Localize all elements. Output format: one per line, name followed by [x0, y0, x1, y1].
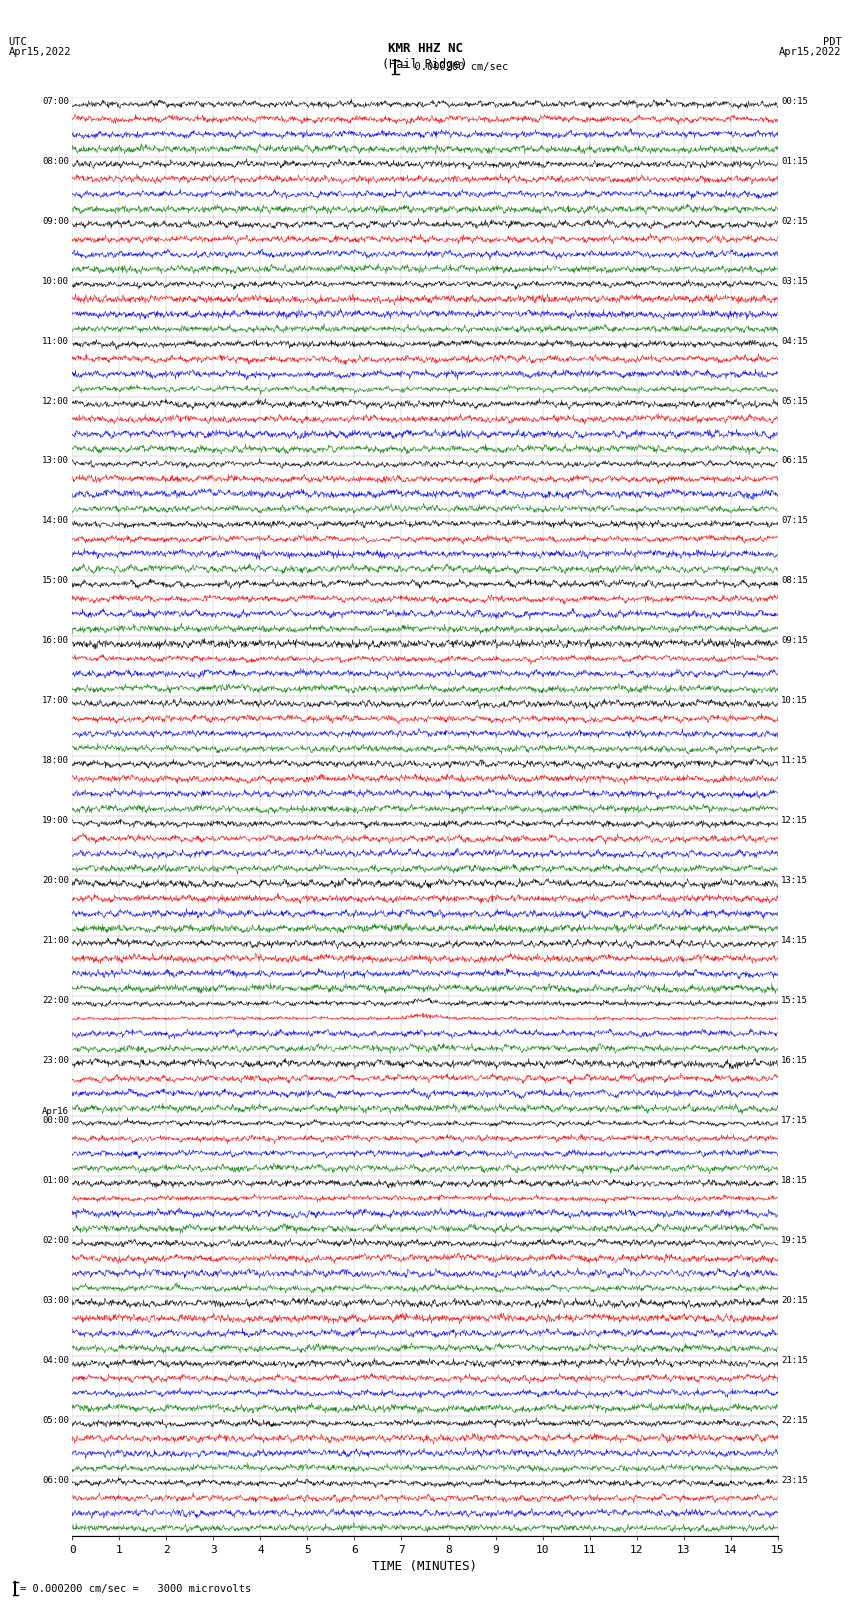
Text: 16:00: 16:00: [42, 637, 69, 645]
Text: 23:00: 23:00: [42, 1057, 69, 1065]
Text: 15:00: 15:00: [42, 576, 69, 586]
Text: 18:15: 18:15: [781, 1176, 808, 1186]
Text: 10:15: 10:15: [781, 697, 808, 705]
Text: 04:00: 04:00: [42, 1355, 69, 1365]
Text: Apr16: Apr16: [42, 1107, 69, 1116]
Text: PDT: PDT: [823, 37, 842, 47]
Text: 02:00: 02:00: [42, 1236, 69, 1245]
Text: 14:15: 14:15: [781, 936, 808, 945]
X-axis label: TIME (MINUTES): TIME (MINUTES): [372, 1560, 478, 1573]
Text: = 0.000200 cm/sec =   3000 microvolts: = 0.000200 cm/sec = 3000 microvolts: [20, 1584, 252, 1594]
Text: 12:15: 12:15: [781, 816, 808, 826]
Text: UTC: UTC: [8, 37, 27, 47]
Text: 10:00: 10:00: [42, 277, 69, 286]
Text: 07:15: 07:15: [781, 516, 808, 526]
Text: 12:00: 12:00: [42, 397, 69, 405]
Text: 01:00: 01:00: [42, 1176, 69, 1186]
Text: (Hail Ridge): (Hail Ridge): [382, 58, 468, 71]
Text: 09:00: 09:00: [42, 216, 69, 226]
Text: 22:15: 22:15: [781, 1416, 808, 1424]
Text: 00:00: 00:00: [42, 1116, 69, 1124]
Text: 05:15: 05:15: [781, 397, 808, 405]
Text: 21:00: 21:00: [42, 936, 69, 945]
Text: 17:00: 17:00: [42, 697, 69, 705]
Text: 22:00: 22:00: [42, 997, 69, 1005]
Text: 11:00: 11:00: [42, 337, 69, 345]
Text: 08:00: 08:00: [42, 156, 69, 166]
Text: 14:00: 14:00: [42, 516, 69, 526]
Text: 18:00: 18:00: [42, 756, 69, 765]
Text: Apr15,2022: Apr15,2022: [779, 47, 842, 56]
Text: 20:15: 20:15: [781, 1295, 808, 1305]
Text: Apr15,2022: Apr15,2022: [8, 47, 71, 56]
Text: 03:00: 03:00: [42, 1295, 69, 1305]
Text: 13:00: 13:00: [42, 456, 69, 466]
Text: 08:15: 08:15: [781, 576, 808, 586]
Text: = 0.000200 cm/sec: = 0.000200 cm/sec: [402, 61, 508, 73]
Text: 00:15: 00:15: [781, 97, 808, 106]
Text: 21:15: 21:15: [781, 1355, 808, 1365]
Text: 05:00: 05:00: [42, 1416, 69, 1424]
Text: 02:15: 02:15: [781, 216, 808, 226]
Text: 17:15: 17:15: [781, 1116, 808, 1124]
Text: 06:15: 06:15: [781, 456, 808, 466]
Text: KMR HHZ NC: KMR HHZ NC: [388, 42, 462, 55]
Text: 11:15: 11:15: [781, 756, 808, 765]
Text: 03:15: 03:15: [781, 277, 808, 286]
Text: 06:00: 06:00: [42, 1476, 69, 1484]
Text: 19:15: 19:15: [781, 1236, 808, 1245]
Text: 20:00: 20:00: [42, 876, 69, 886]
Text: 16:15: 16:15: [781, 1057, 808, 1065]
Text: 23:15: 23:15: [781, 1476, 808, 1484]
Text: 19:00: 19:00: [42, 816, 69, 826]
Text: 15:15: 15:15: [781, 997, 808, 1005]
Text: 13:15: 13:15: [781, 876, 808, 886]
Text: 07:00: 07:00: [42, 97, 69, 106]
Text: 04:15: 04:15: [781, 337, 808, 345]
Text: 09:15: 09:15: [781, 637, 808, 645]
Text: 01:15: 01:15: [781, 156, 808, 166]
